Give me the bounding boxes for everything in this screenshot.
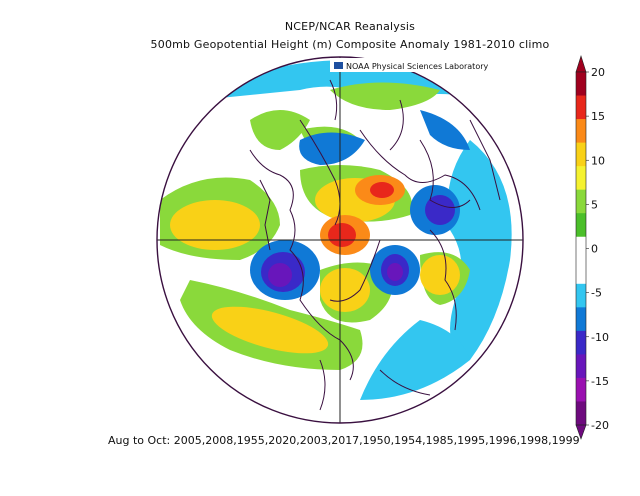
colorbar: 20 15 10 5 0 -5 -10 -15 -20 [575,54,609,440]
core-yellow-asia [420,255,460,295]
anomaly-field [160,60,523,423]
colorbar-tick-label: 20 [591,66,605,79]
colorbar-segment [576,354,586,379]
colorbar-tick-label: -5 [591,287,602,300]
colorbar-tick-label: -10 [591,331,609,344]
negative-core-west-min [268,263,292,287]
colorbar-segment [576,213,586,238]
chart-subtitle: 500mb Geopotential Height (m) Composite … [150,38,550,51]
core-yellow-namerica [320,268,370,312]
colorbar-segment [576,95,586,120]
colorbar-top-arrow [575,54,587,73]
core-yellow-atlantic [170,200,260,250]
coastlines [249,79,501,411]
colorbar-tick-label: 10 [591,154,605,167]
colorbar-segment [576,189,586,214]
colorbar-segment [576,166,586,191]
core-red-north [370,182,394,198]
positive-anomaly-greenland [250,110,310,150]
noaa-logo: NOAA Physical Sciences Laboratory [330,58,525,72]
colorbar-segment [576,260,586,285]
negative-core-siberia-deep [425,195,455,225]
map-border [156,56,524,424]
logo-text: NOAA Physical Sciences Laboratory [346,62,489,71]
composite-years-caption: Aug to Oct: 2005,2008,1955,2020,2003,201… [108,434,580,447]
positive-anomaly-arctic-edge [330,82,440,110]
colorbar-tick-label: -15 [591,375,609,388]
negative-anomaly-pacific [360,320,470,400]
colorbar-segment [576,307,586,332]
chart-title: NCEP/NCAR Reanalysis [284,20,416,33]
negative-core-arctic-a [299,132,365,165]
colorbar-tick-label: 5 [591,198,598,211]
colorbar-tick-label: -20 [591,419,609,432]
colorbar-segment [576,119,586,144]
colorbar-tick-label: 15 [591,110,605,123]
colorbar-tick-label: 0 [591,243,598,256]
colorbar-segment [576,236,586,261]
negative-core-north-east [420,110,470,150]
colorbar-segment [576,283,586,308]
colorbar-segment [576,142,586,167]
colorbar-segment [576,72,586,97]
logo-emblem [334,62,343,69]
logo-background [330,58,525,72]
colorbar-segment [576,330,586,355]
core-yellow-southwest [211,306,329,354]
colorbar-segment [576,377,586,402]
core-red-pole [328,223,356,247]
colorbar-segment [576,401,586,426]
negative-core-east-min [387,263,403,281]
negative-anomaly-siberia [447,140,512,360]
